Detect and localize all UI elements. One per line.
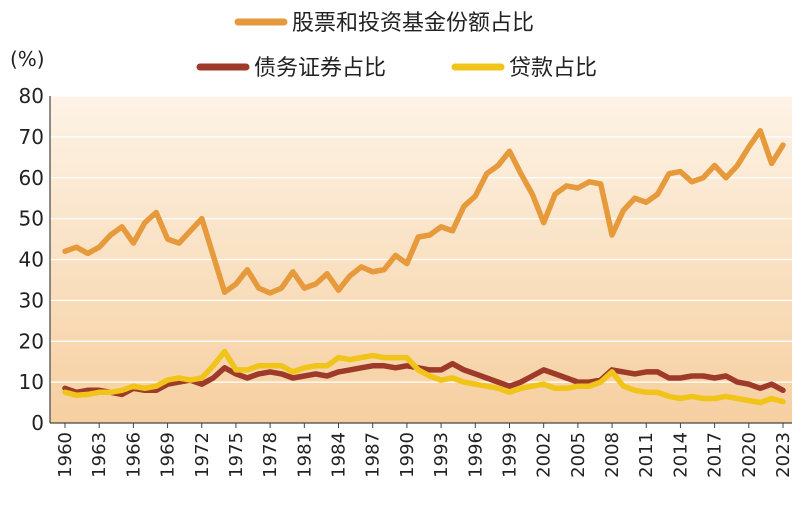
x-tick-label: 1960 <box>55 432 76 478</box>
x-tick-label: 1990 <box>397 432 418 478</box>
x-tick-label: 1966 <box>123 432 144 478</box>
x-tick-label: 2011 <box>636 432 657 478</box>
series-line-3 <box>62 348 786 406</box>
legend: 股票和投资基金份额占比 债务证券占比 贷款占比 <box>196 11 597 81</box>
x-tick-label: 1978 <box>260 432 281 478</box>
x-tick-label: 2002 <box>534 432 555 478</box>
y-axis-unit-label: (%) <box>10 47 45 71</box>
series-line-1 <box>62 127 786 296</box>
y-tick-label: 70 <box>19 125 44 149</box>
legend-label-debt: 债务证券占比 <box>254 56 386 81</box>
x-tick-label: 1981 <box>294 432 315 478</box>
x-tick-label: 1969 <box>158 432 179 478</box>
y-tick-label: 40 <box>19 248 44 272</box>
y-tick-label: 50 <box>19 207 44 231</box>
x-tick-label: 1999 <box>499 432 520 478</box>
x-tick-label: 1987 <box>363 432 384 478</box>
legend-label-loans: 贷款占比 <box>509 56 597 81</box>
y-tick-label: 10 <box>19 370 44 394</box>
series-group <box>62 127 786 406</box>
y-tick-label: 60 <box>19 166 44 190</box>
legend-label-equity: 股票和投资基金份额占比 <box>292 11 534 36</box>
x-tick-label: 1993 <box>431 432 452 478</box>
x-tick-label: 2005 <box>568 432 589 478</box>
y-tick-label: 30 <box>19 288 44 312</box>
x-tick-label: 2023 <box>773 432 794 478</box>
y-axis: 0 10 20 30 40 50 60 70 80 <box>19 84 44 435</box>
x-tick-label: 1975 <box>226 432 247 478</box>
x-tick-label: 2008 <box>602 432 623 478</box>
x-tick-label: 2020 <box>739 432 760 478</box>
x-tick-label: 1996 <box>465 432 486 478</box>
x-tick-label: 2014 <box>670 432 691 478</box>
x-tick-label: 1984 <box>329 432 350 478</box>
grid <box>50 95 792 383</box>
x-axis: 1960 1963 1966 1969 1972 1975 1978 1981 1984 1987… <box>55 423 794 478</box>
y-tick-label: 20 <box>19 329 44 353</box>
y-tick-label: 80 <box>19 84 44 108</box>
x-tick-label: 1963 <box>89 432 110 478</box>
x-tick-label: 1972 <box>192 432 213 478</box>
x-tick-label: 2017 <box>705 432 726 478</box>
y-tick-label: 0 <box>31 411 44 435</box>
